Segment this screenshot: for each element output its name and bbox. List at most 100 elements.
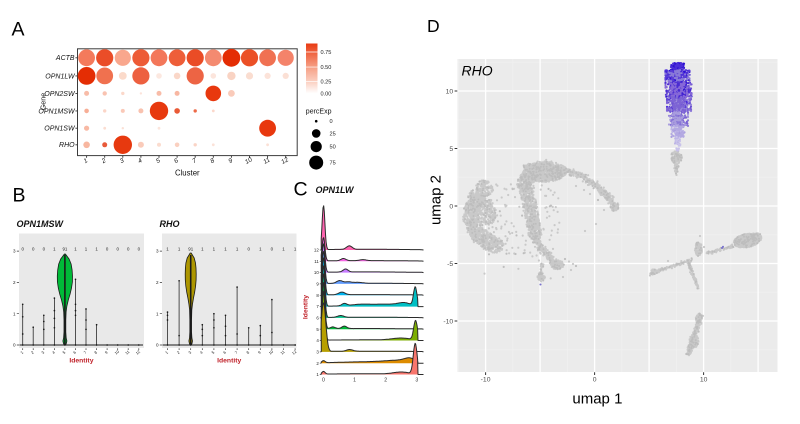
svg-text:10: 10 [244,156,254,166]
svg-text:8: 8 [316,293,319,298]
svg-text:1: 1 [13,311,16,316]
svg-text:2: 2 [30,349,36,355]
svg-text:7: 7 [316,304,319,309]
svg-text:Identity: Identity [303,295,310,319]
svg-text:0: 0 [43,247,46,252]
svg-text:3: 3 [156,249,159,254]
svg-text:0: 0 [13,343,16,348]
svg-text:4: 4 [199,349,205,355]
svg-text:8: 8 [245,349,251,355]
svg-text:4: 4 [316,338,319,343]
svg-text:9: 9 [104,349,110,355]
svg-text:B: B [13,185,26,207]
svg-text:3: 3 [13,249,16,254]
svg-text:Gene: Gene [39,93,48,111]
svg-text:umap 2: umap 2 [428,175,445,225]
svg-text:11: 11 [124,349,131,356]
svg-text:0: 0 [330,119,333,125]
svg-text:1: 1 [213,247,216,252]
svg-text:2: 2 [176,349,182,355]
svg-text:12: 12 [280,156,290,166]
svg-text:0: 0 [21,247,24,252]
svg-text:5: 5 [449,146,453,153]
svg-text:2: 2 [316,361,319,366]
svg-text:1: 1 [201,247,204,252]
svg-text:2: 2 [384,378,387,384]
svg-text:8: 8 [93,349,99,355]
svg-text:5: 5 [155,157,162,165]
svg-text:7: 7 [191,157,198,165]
svg-text:7: 7 [234,349,240,355]
svg-text:1: 1 [85,247,88,252]
svg-text:OPN2SW: OPN2SW [44,91,76,98]
svg-text:1: 1 [53,247,56,252]
svg-text:Cluster: Cluster [175,169,200,178]
svg-text:2: 2 [156,280,159,285]
svg-text:OPN1SW: OPN1SW [44,126,76,133]
svg-text:OPN1LW: OPN1LW [45,73,76,80]
svg-text:1: 1 [294,247,297,252]
svg-text:0: 0 [32,247,35,252]
svg-text:-10: -10 [481,377,491,384]
svg-text:1: 1 [282,247,285,252]
svg-text:10: 10 [314,270,319,275]
svg-text:-5: -5 [447,261,453,268]
svg-text:OPN1MSW: OPN1MSW [38,108,76,115]
svg-text:4: 4 [51,349,57,355]
svg-text:25: 25 [330,131,336,137]
svg-text:1: 1 [164,349,170,355]
svg-text:2: 2 [100,157,108,166]
svg-text:3: 3 [40,349,46,355]
svg-text:2: 2 [13,280,16,285]
svg-text:0: 0 [138,247,141,252]
svg-text:0: 0 [271,247,274,252]
svg-text:3: 3 [415,378,418,384]
svg-text:9: 9 [227,157,234,165]
svg-text:RHO: RHO [59,142,75,149]
svg-text:0: 0 [106,247,109,252]
svg-text:9: 9 [257,349,263,355]
svg-text:6: 6 [173,157,180,165]
svg-text:Identity: Identity [69,358,93,365]
svg-text:75: 75 [330,161,336,167]
svg-text:0.25: 0.25 [321,79,332,85]
svg-text:12: 12 [291,349,298,356]
svg-text:1: 1 [316,372,319,377]
svg-text:10: 10 [700,377,708,384]
svg-text:C: C [294,179,308,201]
svg-text:A: A [12,19,25,41]
svg-text:umap 1: umap 1 [572,391,622,408]
svg-text:11: 11 [262,156,272,166]
svg-text:1: 1 [74,247,77,252]
svg-text:0: 0 [593,377,597,384]
svg-text:91: 91 [62,247,67,252]
svg-text:6: 6 [72,349,78,355]
svg-text:1: 1 [166,247,169,252]
svg-text:9: 9 [316,282,319,287]
svg-text:0: 0 [247,247,250,252]
svg-text:0.50: 0.50 [321,65,332,71]
svg-text:1: 1 [19,349,25,355]
svg-text:1: 1 [259,247,262,252]
svg-text:1: 1 [156,311,159,316]
svg-text:1: 1 [224,247,227,252]
svg-text:3: 3 [119,157,126,165]
svg-text:0: 0 [449,203,453,210]
svg-text:3: 3 [187,349,193,355]
svg-text:RHO: RHO [160,219,180,229]
svg-text:10: 10 [446,88,454,95]
svg-text:1: 1 [83,157,90,165]
svg-text:ACTB: ACTB [55,55,75,62]
svg-text:12: 12 [135,349,142,356]
svg-text:1: 1 [95,247,98,252]
svg-text:0: 0 [127,247,130,252]
svg-text:0: 0 [322,378,325,384]
svg-text:6: 6 [316,316,319,321]
svg-text:-10: -10 [443,318,453,325]
svg-text:Identity: Identity [217,358,241,365]
svg-text:10: 10 [268,349,275,356]
svg-text:11: 11 [279,349,286,356]
svg-text:0.75: 0.75 [321,50,332,56]
svg-text:3: 3 [316,350,319,355]
svg-text:6: 6 [222,349,228,355]
